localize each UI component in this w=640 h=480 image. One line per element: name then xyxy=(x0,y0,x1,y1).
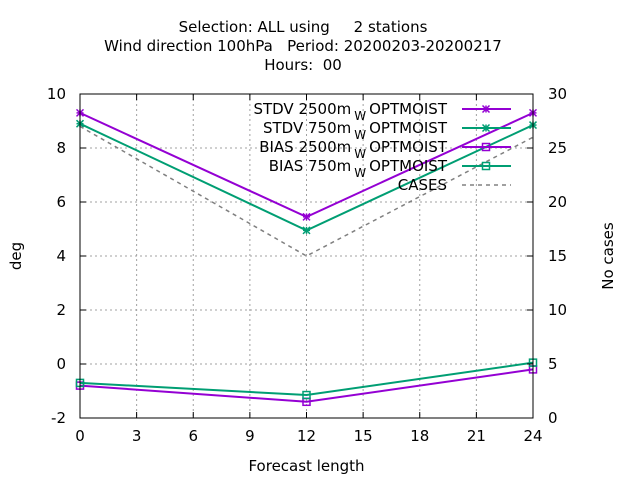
y-tick-label: 0 xyxy=(56,355,66,373)
title-line: Wind direction 100hPa Period: 20200203-2… xyxy=(104,37,502,55)
title-line: Hours: 00 xyxy=(264,56,342,74)
y-tick-label: 4 xyxy=(56,247,66,265)
series-line xyxy=(79,361,534,397)
y-tick-label: -2 xyxy=(51,409,66,427)
legend-label: BIAS 750m W OPTMOIST xyxy=(269,157,448,180)
legend-label: STDV 750m W OPTMOIST xyxy=(263,119,448,142)
y2-tick-label: 15 xyxy=(548,247,567,265)
x-tick-label: 12 xyxy=(297,427,316,445)
axes: 0 3 6 9 12 15 18 21 24-20246810051015202530Forec… xyxy=(7,85,617,475)
square-marker xyxy=(302,390,311,400)
y-tick-label: 10 xyxy=(47,85,66,103)
x-axis-label: Forecast length xyxy=(248,457,364,475)
x-tick-label: 0 xyxy=(75,427,85,445)
legend-label: BIAS 2500m W OPTMOIST xyxy=(259,138,448,161)
x-tick-label: 6 xyxy=(188,427,198,445)
x-tick-label: 18 xyxy=(410,427,429,445)
y-axis-label: deg xyxy=(7,242,25,270)
legend-entry: STDV 750m W OPTMOIST xyxy=(263,119,511,142)
y-tick-label: 8 xyxy=(56,139,66,157)
legend-label: STDV 2500m W OPTMOIST xyxy=(253,100,447,123)
square-marker xyxy=(481,142,491,152)
x-tick-label: 9 xyxy=(245,427,255,445)
x-tick-label: 21 xyxy=(467,427,486,445)
grid xyxy=(80,94,533,418)
y2-tick-label: 20 xyxy=(548,193,567,211)
y2-tick-label: 5 xyxy=(548,355,558,373)
cross-marker xyxy=(481,104,491,114)
legend-entry: BIAS 2500m W OPTMOIST xyxy=(259,138,511,161)
square-marker xyxy=(481,161,491,171)
x-tick-label: 24 xyxy=(523,427,542,445)
series-line xyxy=(79,368,534,403)
y2-tick-label: 25 xyxy=(548,139,567,157)
x-tick-label: 3 xyxy=(132,427,142,445)
y2-axis-label: No cases xyxy=(599,222,617,290)
y2-tick-label: 0 xyxy=(548,409,558,427)
legend-entry: STDV 2500m W OPTMOIST xyxy=(253,100,511,123)
legend-entry: CASES xyxy=(398,176,511,194)
x-tick-label: 15 xyxy=(354,427,373,445)
cross-marker xyxy=(302,212,311,221)
y2-tick-label: 10 xyxy=(548,301,567,319)
y-tick-label: 6 xyxy=(56,193,66,211)
cross-marker xyxy=(302,226,311,235)
legend-entry: BIAS 750m W OPTMOIST xyxy=(269,157,511,180)
title-line: Selection: ALL using 2 stations xyxy=(179,18,428,36)
cross-marker xyxy=(481,123,491,133)
y2-tick-label: 30 xyxy=(548,85,567,103)
y-tick-label: 2 xyxy=(56,301,66,319)
legend-label: CASES xyxy=(398,176,447,194)
